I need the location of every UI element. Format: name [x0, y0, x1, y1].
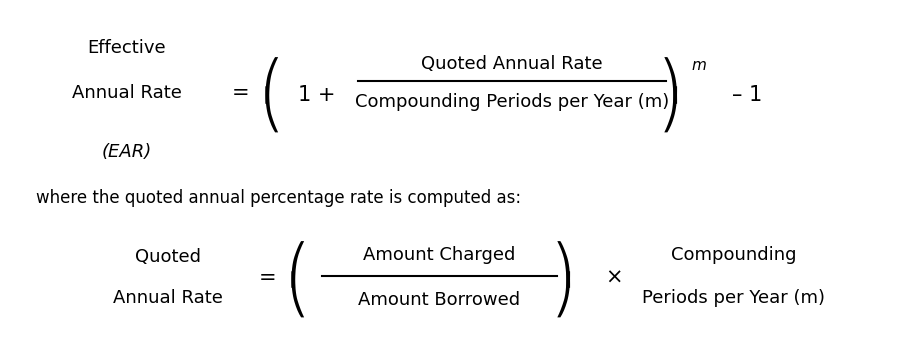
Text: ⎞
⎠: ⎞ ⎠: [553, 241, 573, 318]
Text: Quoted Annual Rate: Quoted Annual Rate: [421, 55, 602, 73]
Text: =: =: [231, 83, 249, 103]
Text: Quoted: Quoted: [135, 248, 201, 266]
Text: m: m: [692, 58, 707, 73]
Text: – 1: – 1: [732, 85, 762, 105]
Text: Periods per Year (m): Periods per Year (m): [642, 289, 825, 307]
Text: =: =: [259, 268, 276, 288]
Text: ×: ×: [605, 268, 623, 288]
Text: ⎛
⎝: ⎛ ⎝: [287, 241, 307, 318]
Text: Compounding Periods per Year (m): Compounding Periods per Year (m): [355, 93, 669, 111]
Text: where the quoted annual percentage rate is computed as:: where the quoted annual percentage rate …: [36, 189, 521, 207]
Text: Annual Rate: Annual Rate: [113, 289, 223, 307]
Text: (EAR): (EAR): [102, 143, 152, 161]
Text: Amount Borrowed: Amount Borrowed: [359, 291, 520, 309]
Text: ⎛
⎝: ⎛ ⎝: [262, 57, 282, 133]
Text: Compounding: Compounding: [671, 246, 796, 264]
Text: Amount Charged: Amount Charged: [363, 246, 516, 264]
Text: Annual Rate: Annual Rate: [72, 84, 182, 102]
Text: 1 +: 1 +: [298, 85, 335, 105]
Text: ⎞
⎠: ⎞ ⎠: [661, 57, 680, 133]
Text: Effective: Effective: [88, 39, 166, 57]
